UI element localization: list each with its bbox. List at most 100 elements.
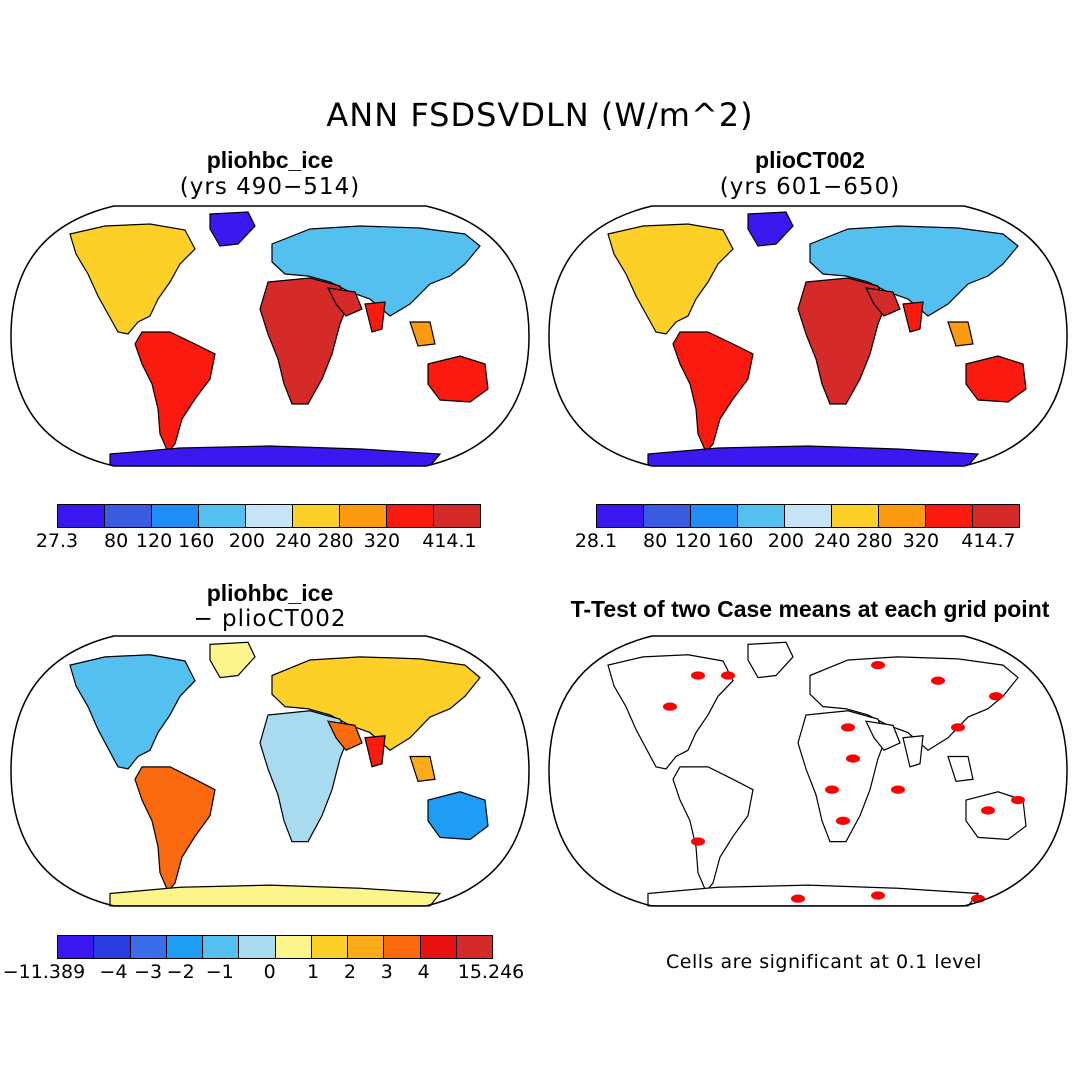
continent-australia [427, 791, 489, 841]
continent-namerica [607, 654, 734, 770]
colorbar-swatch [152, 505, 199, 527]
significant-cell [891, 785, 905, 794]
colorbar-tick-label: 414.7 [961, 530, 1016, 552]
panel-title-bottom-right: T-Test of two Case means at each grid po… [570, 596, 1050, 622]
colorbar-swatch [973, 505, 1019, 527]
colorbar-top-left [57, 504, 481, 528]
colorbar-swatch [738, 505, 785, 527]
continent-samerica [672, 331, 754, 454]
colorbar-tick-label: 15.246 [457, 961, 525, 983]
continent-eurasia [809, 225, 1019, 317]
colorbar-tick-label: −1 [205, 961, 234, 983]
continent-eurasia [271, 225, 481, 317]
significant-cell [846, 754, 860, 763]
colorbar-tick-label: −3 [134, 961, 163, 983]
colorbar-tick-label: 240 [814, 530, 851, 552]
continent-samerica [134, 331, 216, 454]
map-border [10, 635, 530, 907]
continent-eurasia [271, 656, 481, 752]
continent-antarctica [647, 445, 980, 466]
colorbar-tick-label: 120 [674, 530, 712, 552]
map-border [548, 205, 1068, 467]
significant-cell [691, 837, 705, 846]
continent-namerica [69, 223, 196, 335]
continent-antarctica [647, 884, 980, 907]
significant-cell [825, 785, 839, 794]
colorbar-tick-label: 280 [317, 530, 354, 552]
colorbar-swatch [879, 505, 926, 527]
continent-greenland [747, 211, 794, 247]
colorbar-tick-label: 320 [363, 530, 401, 552]
continent-india [902, 301, 924, 333]
colorbar-tick-label: 28.1 [574, 530, 618, 552]
map-top-right [548, 205, 1068, 467]
panel-title-bottom-left: pliohbc_ice [206, 580, 334, 606]
colorbar-swatch [597, 505, 644, 527]
colorbar-tick-label: 200 [767, 530, 805, 552]
continent-seasia [947, 755, 974, 783]
map-top-left [10, 205, 530, 467]
colorbar-swatch [387, 505, 434, 527]
continent-samerica [672, 766, 754, 893]
map-border [548, 635, 1068, 907]
colorbar-tick-label: 3 [380, 961, 393, 983]
figure-title: ANN FSDSVDLN (W/m^2) [326, 96, 754, 134]
significant-cell [663, 702, 677, 711]
colorbar-tick-label: 160 [717, 530, 754, 552]
map-bottom-right [548, 635, 1068, 907]
panel-subtitle-bottom-left: − plioCT002 [193, 606, 347, 632]
continent-arabia [864, 287, 901, 317]
continent-arabia [326, 720, 363, 752]
colorbar-swatch [644, 505, 691, 527]
colorbar-swatch [246, 505, 293, 527]
colorbar-tick-label: 2 [343, 961, 356, 983]
continent-africa [259, 710, 349, 843]
colorbar-swatch [311, 936, 348, 958]
map-land-layer [69, 641, 489, 907]
significant-cell [841, 723, 855, 732]
colorbar-tick-label: 80 [642, 530, 668, 552]
continent-australia [427, 355, 489, 403]
continent-antarctica [109, 445, 442, 466]
continent-india [364, 735, 386, 768]
colorbar-tick-label: 0 [263, 961, 276, 983]
continent-greenland [747, 641, 794, 679]
colorbar-top-right [596, 504, 1020, 528]
significant-cell [791, 894, 805, 903]
colorbar-tick-label: 200 [228, 530, 266, 552]
map-land-layer [607, 211, 1027, 466]
continent-arabia [864, 720, 901, 752]
colorbar-tick-label: 27.3 [35, 530, 79, 552]
continent-australia [965, 791, 1027, 841]
continent-greenland [209, 641, 256, 679]
continent-antarctica [109, 884, 442, 907]
significant-cell [721, 671, 735, 680]
significant-cell [989, 692, 1003, 701]
colorbar-swatch [691, 505, 738, 527]
colorbar-tick-label: 4 [417, 961, 430, 983]
continent-africa [259, 277, 349, 405]
significant-cell [836, 816, 850, 825]
continent-arabia [326, 287, 363, 317]
significant-cell [691, 671, 705, 680]
significance-note: Cells are significant at 0.1 level [666, 951, 982, 973]
panel-title-top-left: pliohbc_ice [206, 147, 334, 173]
colorbar-swatch [130, 936, 167, 958]
map-land-layer [607, 641, 1027, 907]
significant-cell [871, 660, 885, 670]
continent-seasia [409, 321, 436, 347]
significant-cell [951, 723, 965, 732]
colorbar-tick-label: 80 [103, 530, 129, 552]
continent-india [902, 735, 924, 768]
colorbar-swatch [348, 936, 385, 958]
continent-seasia [409, 755, 436, 783]
colorbar-swatch [94, 936, 131, 958]
colorbar-swatch [926, 505, 973, 527]
colorbar-tick-label: 160 [178, 530, 215, 552]
colorbar-swatch [58, 936, 95, 958]
colorbar-swatch [384, 936, 421, 958]
colorbar-swatch [166, 936, 203, 958]
continent-africa [797, 277, 887, 405]
colorbar-swatch [340, 505, 387, 527]
colorbar-swatch [293, 505, 340, 527]
